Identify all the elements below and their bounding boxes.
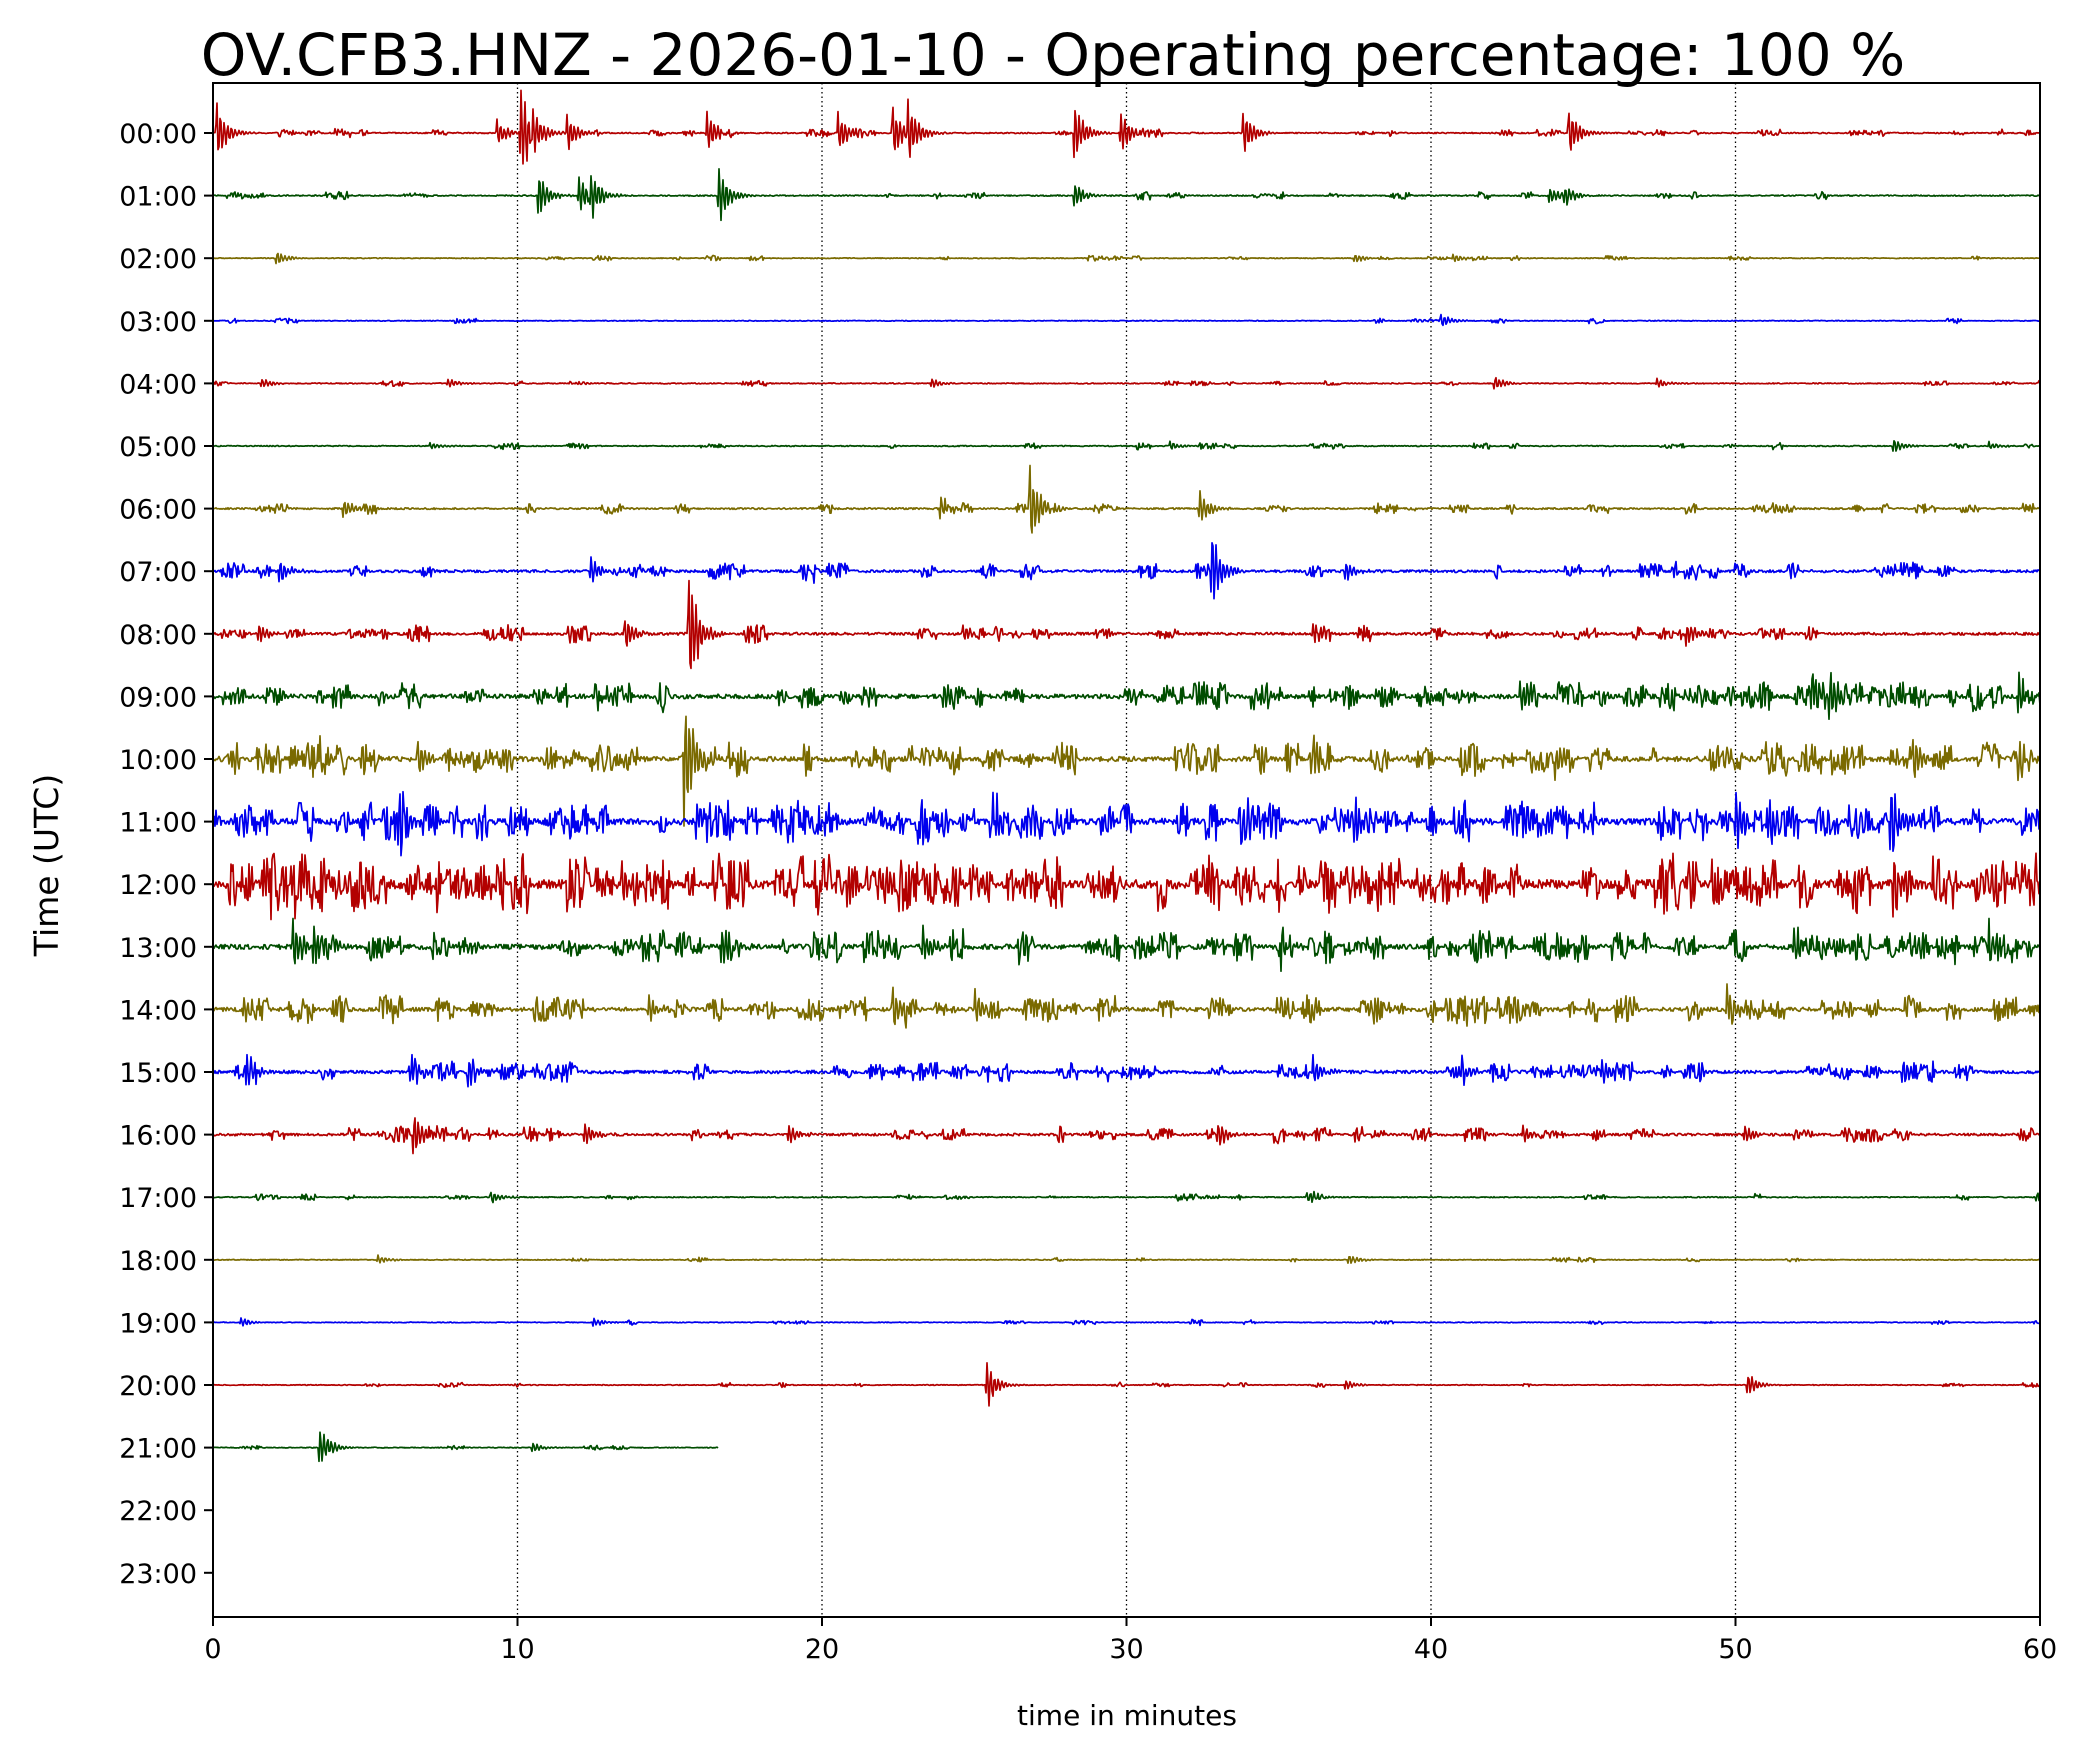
x-tick-label: 40 [1414, 1634, 1448, 1665]
y-tick-label: 13:00 [119, 933, 197, 964]
trace-2000 [212, 1362, 2041, 1407]
y-tick-label: 01:00 [119, 182, 197, 213]
trace-0500 [212, 439, 2041, 452]
x-tick-label: 50 [1718, 1634, 1752, 1665]
trace-1800 [212, 1254, 2040, 1264]
x-tick-label: 10 [500, 1634, 534, 1665]
trace-1600 [212, 1117, 2041, 1155]
y-tick-label: 03:00 [119, 307, 197, 338]
trace-1000 [212, 715, 2041, 827]
trace-0800 [212, 579, 2041, 670]
y-tick-label: 15:00 [119, 1058, 197, 1089]
y-tick-label: 21:00 [119, 1434, 197, 1465]
trace-1900 [212, 1317, 2041, 1327]
trace-0400 [212, 376, 2041, 390]
y-tick-label: 19:00 [119, 1308, 197, 1339]
trace-1700 [212, 1190, 2041, 1204]
x-tick-label: 30 [1109, 1634, 1143, 1665]
trace-0600 [212, 464, 2041, 534]
trace-2100 [212, 1431, 719, 1463]
y-tick-label: 00:00 [119, 119, 197, 150]
trace-1100 [212, 790, 2041, 857]
trace-0300 [212, 313, 2041, 327]
y-tick-label: 20:00 [119, 1371, 197, 1402]
y-tick-label: 23:00 [119, 1559, 197, 1590]
y-axis-label: Time (UTC) [27, 774, 66, 957]
y-tick-label: 17:00 [119, 1183, 197, 1214]
chart-title: OV.CFB3.HNZ - 2026-01-10 - Operating per… [201, 21, 1906, 89]
y-tick-label: 12:00 [119, 870, 197, 901]
y-tick-label: 09:00 [119, 682, 197, 713]
trace-0200 [212, 252, 2040, 265]
x-axis-label: time in minutes [1017, 1699, 1237, 1732]
y-tick-label: 06:00 [119, 495, 197, 526]
y-tick-label: 08:00 [119, 620, 197, 651]
y-tick-label: 05:00 [119, 432, 197, 463]
y-tick-label: 18:00 [119, 1246, 197, 1277]
trace-1300 [212, 917, 2041, 973]
x-axis-ticks: 0 10 20 30 40 50 60 [204, 1617, 2057, 1665]
grid-lines [516, 83, 1737, 1617]
trace-1400 [212, 983, 2041, 1029]
x-tick-label: 0 [204, 1634, 221, 1665]
x-tick-label: 60 [2023, 1634, 2057, 1665]
y-tick-label: 07:00 [119, 557, 197, 588]
trace-1200 [212, 852, 2041, 921]
y-tick-label: 11:00 [119, 808, 197, 839]
trace-1500 [212, 1053, 2041, 1088]
y-tick-label: 02:00 [119, 244, 197, 275]
y-tick-label: 14:00 [119, 995, 197, 1026]
x-tick-label: 20 [805, 1634, 839, 1665]
trace-0000 [213, 89, 2041, 165]
y-tick-label: 16:00 [119, 1121, 197, 1152]
trace-0900 [212, 671, 2041, 721]
trace-0100 [212, 168, 2041, 222]
y-axis-ticks: 00:00 01:00 02:00 03:00 04:00 05:00 06:00 07:00… [119, 119, 213, 1590]
seismogram-traces [212, 89, 2041, 1463]
y-tick-label: 10:00 [119, 745, 197, 776]
y-tick-label: 04:00 [119, 369, 197, 400]
trace-0700 [212, 541, 2041, 600]
y-tick-label: 22:00 [119, 1496, 197, 1527]
